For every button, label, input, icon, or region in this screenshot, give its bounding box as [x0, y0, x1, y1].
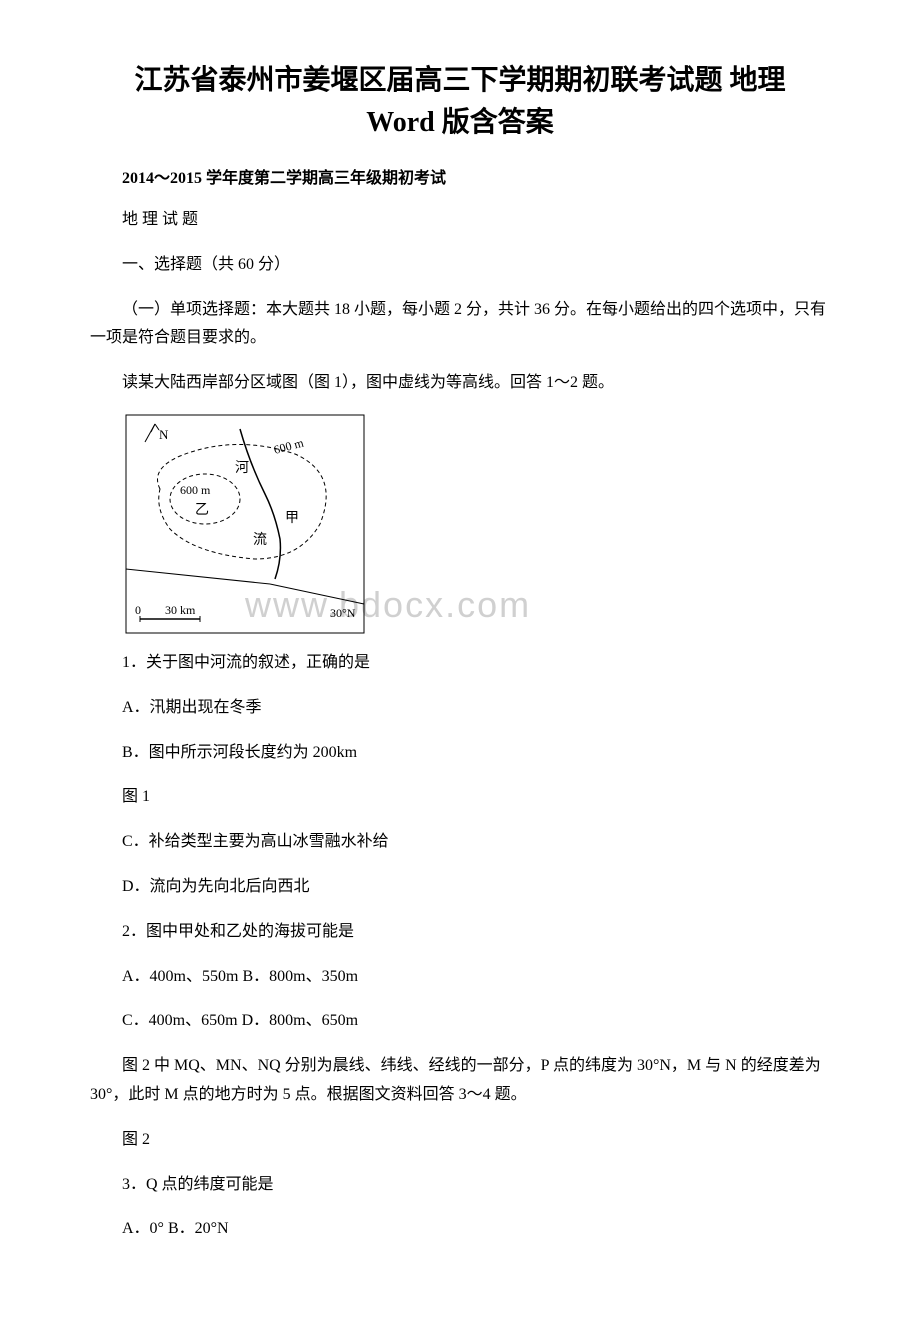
- scale-30km: 30 km: [165, 603, 196, 617]
- label-jia: 甲: [285, 511, 299, 526]
- contour-inner-label: 600 m: [180, 483, 211, 497]
- title-line2: Word 版含答案: [90, 102, 830, 144]
- label-river-liu: 流: [253, 532, 267, 548]
- scale-zero: 0: [135, 603, 141, 617]
- label-river-he: 河: [235, 460, 249, 476]
- figure-1-label: 图 1: [90, 783, 830, 812]
- title-line1: 江苏省泰州市姜堰区届高三下学期期初联考试题 地理: [90, 60, 830, 102]
- section-1-heading: 一、选择题（共 60 分）: [90, 251, 830, 280]
- north-label: N: [159, 427, 169, 442]
- question-1: 1．关于图中河流的叙述，正确的是: [90, 649, 830, 678]
- question-3: 3．Q 点的纬度可能是: [90, 1171, 830, 1200]
- q1-option-d: D．流向为先向北后向西北: [90, 873, 830, 902]
- reading-2: 图 2 中 MQ、MN、NQ 分别为晨线、纬线、经线的一部分，P 点的纬度为 3…: [90, 1052, 830, 1110]
- q1-option-b: B．图中所示河段长度约为 200km: [90, 739, 830, 768]
- figure-2-label: 图 2: [90, 1126, 830, 1155]
- figure-1-diagram: N 600 m 600 m 乙 河 流 甲 30°N 0 30 km www.b…: [125, 414, 830, 639]
- subject-line: 地 理 试 题: [90, 206, 830, 235]
- q2-options-cd: C．400m、650m D．800m、650m: [90, 1007, 830, 1036]
- subtitle: 2014～2015 学年度第二学期高三年级期初考试: [90, 164, 830, 188]
- label-yi: 乙: [195, 502, 209, 518]
- reading-1: 读某大陆西岸部分区域图（图 1），图中虚线为等高线。回答 1～2 题。: [90, 369, 830, 398]
- q1-option-a: A．汛期出现在冬季: [90, 694, 830, 723]
- q2-options-ab: A．400m、550m B．800m、350m: [90, 963, 830, 992]
- q3-options-ab: A．0° B．20°N: [90, 1215, 830, 1244]
- instruction-1: （一）单项选择题：本大题共 18 小题，每小题 2 分，共计 36 分。在每小题…: [90, 296, 830, 354]
- question-2: 2．图中甲处和乙处的海拔可能是: [90, 918, 830, 947]
- q1-option-c: C．补给类型主要为高山冰雪融水补给: [90, 828, 830, 857]
- contour-outer-label: 600 m: [272, 435, 306, 457]
- latitude-label: 30°N: [330, 606, 356, 620]
